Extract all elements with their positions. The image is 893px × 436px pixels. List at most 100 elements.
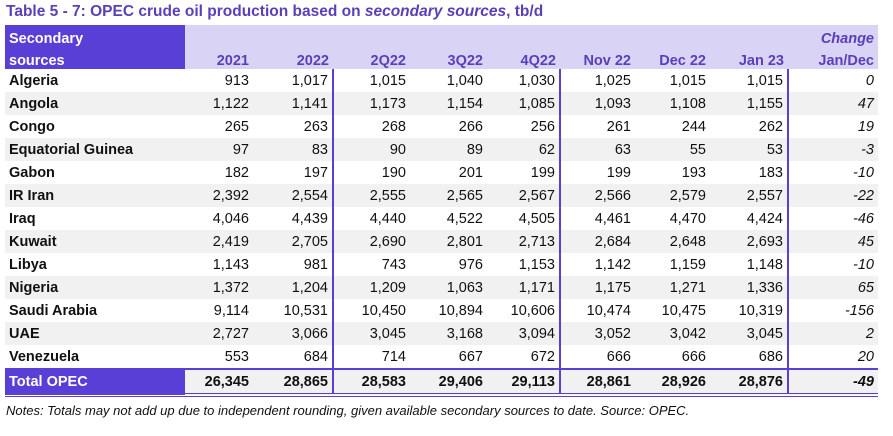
value-cell: 2,557	[710, 184, 789, 207]
change-cell: 47	[788, 92, 878, 115]
value-cell: 1,015	[710, 69, 789, 92]
table-row: IR Iran 2,392 2,554 2,555 2,565 2,567 2,566 2,5…	[5, 184, 878, 207]
value-cell: 2,801	[410, 230, 487, 253]
value-cell: 9,114	[213, 302, 249, 319]
value-cell: 28,865	[253, 368, 334, 397]
value-cell: 2,567	[487, 184, 561, 207]
value-cell: 183	[710, 161, 789, 184]
value-cell: 10,531	[253, 299, 334, 322]
value-cell: 2,579	[635, 184, 710, 207]
value-cell: 1,015	[669, 72, 706, 89]
value-cell: 10,474	[586, 302, 631, 319]
value-cell: 256	[487, 115, 561, 138]
table-row: Congo 265 263 268 266 256 261 244 262 19	[5, 115, 878, 138]
value-cell: 2,419	[185, 230, 253, 253]
country-name: Nigeria	[5, 276, 185, 299]
value-cell: 97	[185, 138, 253, 161]
value-cell: 1,175	[560, 276, 635, 299]
value-cell: 667	[458, 348, 483, 365]
column-header: 4Q22	[487, 47, 560, 69]
table-row: Algeria 913 1,017 1,015 1,040 1,030 1,025 1,015…	[5, 69, 878, 92]
value-cell: 89	[410, 138, 487, 161]
value-cell: 1,155	[710, 92, 789, 115]
value-cell: 55	[635, 138, 710, 161]
value-cell: 3,045	[710, 322, 789, 345]
value-cell: 2,693	[710, 230, 789, 253]
table-row: Saudi Arabia 9,114 10,531 10,450 10,894 10,60…	[5, 299, 878, 322]
value-cell: 1,030	[487, 69, 561, 92]
value-cell: 684	[253, 345, 334, 369]
value-cell: 2,727	[185, 322, 253, 345]
country-name: Kuwait	[5, 230, 185, 253]
value-cell: 190	[381, 164, 406, 181]
change-cell: 20	[857, 348, 874, 365]
country-name: Congo	[9, 118, 55, 135]
value-cell: 3,094	[487, 322, 561, 345]
value-cell: 90	[333, 138, 410, 161]
value-cell: 10,606	[487, 299, 561, 322]
country-name: Angola	[5, 92, 185, 115]
table-row: Equatorial Guinea 97 83 90 89 62 63 55 53 -3	[5, 138, 878, 161]
table-row: Venezuela 553 684 714 667 672 666 666 686 20	[5, 345, 878, 369]
value-cell: 266	[458, 118, 483, 135]
change-cell: -10	[853, 256, 874, 273]
header-label: sources	[5, 47, 185, 69]
country-name: Libya	[9, 256, 47, 273]
value-cell: 2,554	[253, 184, 334, 207]
column-header: 2021	[185, 47, 253, 69]
column-header: Nov 22	[560, 47, 635, 69]
change-cell: 65	[788, 276, 878, 299]
value-cell: 4,461	[594, 210, 631, 227]
value-cell: 3,042	[635, 322, 710, 345]
value-cell: 193	[681, 164, 706, 181]
value-cell: 714	[381, 348, 406, 365]
value-cell: 3,045	[333, 322, 410, 345]
value-cell: 83	[253, 138, 334, 161]
change-cell: -3	[788, 138, 878, 161]
value-cell: 4,046	[212, 210, 249, 227]
value-cell: 1,204	[253, 276, 334, 299]
value-cell: 2,705	[253, 230, 334, 253]
value-cell: 63	[560, 138, 635, 161]
value-cell: 1,108	[635, 92, 710, 115]
table-row: Gabon 182 197 190 201 199 199 193 183 -10	[5, 161, 878, 184]
country-name: IR Iran	[5, 184, 185, 207]
value-cell: 1,122	[185, 92, 253, 115]
change-cell: -46	[853, 210, 874, 227]
value-cell: 4,470	[669, 210, 706, 227]
value-cell: 4,522	[446, 210, 483, 227]
value-cell: 1,154	[410, 92, 487, 115]
column-header: Jan 23	[710, 47, 788, 69]
value-cell: 2,648	[635, 230, 710, 253]
value-cell: 261	[606, 118, 631, 135]
value-cell: 3,052	[560, 322, 635, 345]
change-cell: -49	[788, 368, 878, 397]
column-header: 2Q22	[333, 47, 410, 69]
value-cell: 268	[381, 118, 406, 135]
value-cell: 4,439	[253, 207, 334, 230]
column-header: 2022	[253, 47, 333, 69]
value-cell: 1,209	[333, 276, 410, 299]
change-cell: -156	[844, 302, 874, 319]
country-name: Saudi Arabia	[9, 302, 98, 319]
value-cell: 1,063	[410, 276, 487, 299]
value-cell: 2,713	[487, 230, 561, 253]
value-cell: 53	[710, 138, 789, 161]
country-name: Iraq	[9, 210, 36, 227]
value-cell: 201	[458, 164, 483, 181]
value-cell: 672	[487, 345, 561, 369]
value-cell: 10,894	[438, 302, 483, 319]
column-header: 3Q22	[410, 47, 487, 69]
value-cell: 2,690	[333, 230, 410, 253]
value-cell: 4,424	[710, 207, 789, 230]
value-cell: 10,450	[361, 302, 406, 319]
column-header: Dec 22	[635, 47, 710, 69]
change-cell: 0	[865, 72, 874, 89]
value-cell: 913	[224, 72, 249, 89]
country-name: Equatorial Guinea	[5, 138, 185, 161]
value-cell: 1,159	[669, 256, 706, 273]
column-header-change: Jan/Dec	[788, 47, 878, 69]
value-cell: 4,440	[369, 210, 406, 227]
value-cell: 686	[710, 345, 789, 369]
value-cell: 28,926	[635, 368, 710, 397]
